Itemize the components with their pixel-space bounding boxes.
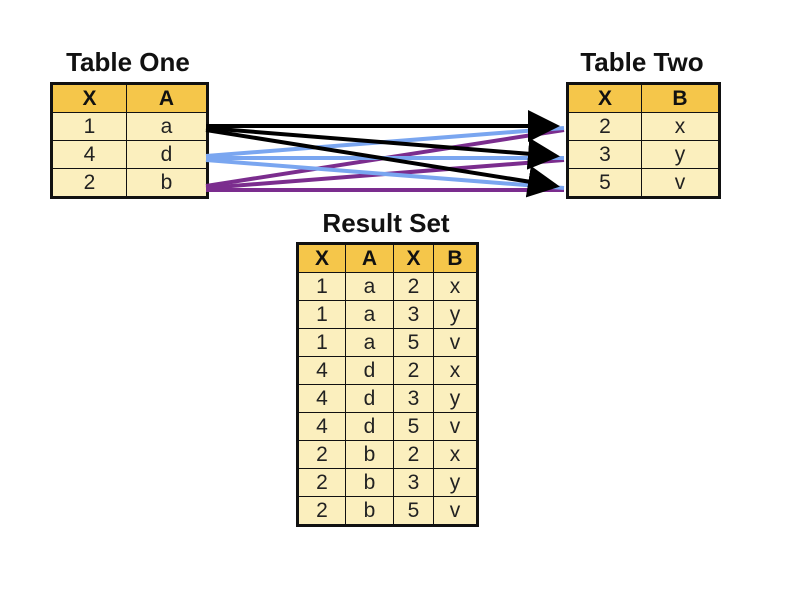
table-cell: 4 <box>297 412 346 441</box>
table-cell: 5 <box>393 328 434 357</box>
table-two-row: 3 y <box>567 140 720 169</box>
column-header: X <box>51 83 127 113</box>
result-set-title: Result Set <box>322 208 450 238</box>
table-two: X B 2 x 3 y 5 v <box>566 82 721 199</box>
table-cell: d <box>126 140 208 169</box>
result-row: 4 d 2 x <box>297 356 478 385</box>
result-set-table: X A X B 1 a 2 x 1 a 3 y 1 a 5 v 4 d 2 x … <box>296 242 479 527</box>
table-cell: 2 <box>393 272 434 301</box>
table-two-row: 2 x <box>567 112 720 141</box>
table-cell: 5 <box>393 412 434 441</box>
table-cell: a <box>345 272 394 301</box>
table-cell: v <box>433 328 478 357</box>
result-row: 1 a 2 x <box>297 272 478 301</box>
result-row: 2 b 3 y <box>297 468 478 497</box>
table-one-row: 1 a <box>51 112 208 141</box>
table-two-row: 5 v <box>567 168 720 198</box>
table-cell: b <box>126 168 208 198</box>
table-cell: 2 <box>297 468 346 497</box>
table-cell: d <box>345 384 394 413</box>
table-cell: b <box>345 496 394 526</box>
table-cell: 1 <box>297 300 346 329</box>
result-row: 1 a 3 y <box>297 300 478 329</box>
table-one: X A 1 a 4 d 2 b <box>50 82 209 199</box>
table-cell: 5 <box>393 496 434 526</box>
table-cell: b <box>345 468 394 497</box>
result-row: 4 d 5 v <box>297 412 478 441</box>
table-cell: 2 <box>393 440 434 469</box>
table-one-title: Table One <box>66 47 190 77</box>
result-header-row: X A X B <box>297 243 478 273</box>
table-cell: 2 <box>51 168 127 198</box>
table-cell: y <box>433 468 478 497</box>
table-cell: v <box>433 496 478 526</box>
table-cell: a <box>126 112 208 141</box>
join-arrow <box>205 158 565 190</box>
table-cell: 4 <box>297 356 346 385</box>
join-arrow <box>205 128 565 188</box>
column-header: A <box>345 243 394 273</box>
result-row: 1 a 5 v <box>297 328 478 357</box>
result-row: 2 b 2 x <box>297 440 478 469</box>
table-cell: 4 <box>51 140 127 169</box>
table-cell: 2 <box>567 112 642 141</box>
column-header: X <box>393 243 434 273</box>
table-cell: x <box>433 440 478 469</box>
table-cell: x <box>641 112 720 141</box>
join-arrow <box>205 126 560 170</box>
table-one-header-row: X A <box>51 83 208 113</box>
table-cell: a <box>345 300 394 329</box>
table-cell: 4 <box>297 384 346 413</box>
table-cell: 3 <box>393 300 434 329</box>
join-arrow <box>205 126 565 158</box>
join-arrow <box>205 158 565 190</box>
table-one-row: 4 d <box>51 140 208 169</box>
table-cell: 3 <box>567 140 642 169</box>
table-cell: b <box>345 440 394 469</box>
table-cell: y <box>433 384 478 413</box>
table-cell: d <box>345 412 394 441</box>
column-header: X <box>567 83 642 113</box>
table-two-header-row: X B <box>567 83 720 113</box>
result-row: 4 d 3 y <box>297 384 478 413</box>
table-cell: 5 <box>567 168 642 198</box>
table-cell: 1 <box>51 112 127 141</box>
table-cell: x <box>433 272 478 301</box>
table-cell: x <box>433 356 478 385</box>
table-cell: 1 <box>297 272 346 301</box>
table-cell: 2 <box>393 356 434 385</box>
table-cell: 3 <box>393 468 434 497</box>
table-cell: 2 <box>297 440 346 469</box>
table-cell: 1 <box>297 328 346 357</box>
result-row: 2 b 5 v <box>297 496 478 526</box>
table-two-title: Table Two <box>580 47 704 77</box>
join-arrow <box>205 128 560 198</box>
table-cell: 2 <box>297 496 346 526</box>
table-cell: a <box>345 328 394 357</box>
table-one-row: 2 b <box>51 168 208 198</box>
table-cell: v <box>641 168 720 198</box>
column-header: B <box>641 83 720 113</box>
table-cell: y <box>641 140 720 169</box>
column-header: X <box>297 243 346 273</box>
column-header: A <box>126 83 208 113</box>
table-cell: y <box>433 300 478 329</box>
table-cell: v <box>433 412 478 441</box>
table-cell: 3 <box>393 384 434 413</box>
column-header: B <box>433 243 478 273</box>
table-cell: d <box>345 356 394 385</box>
